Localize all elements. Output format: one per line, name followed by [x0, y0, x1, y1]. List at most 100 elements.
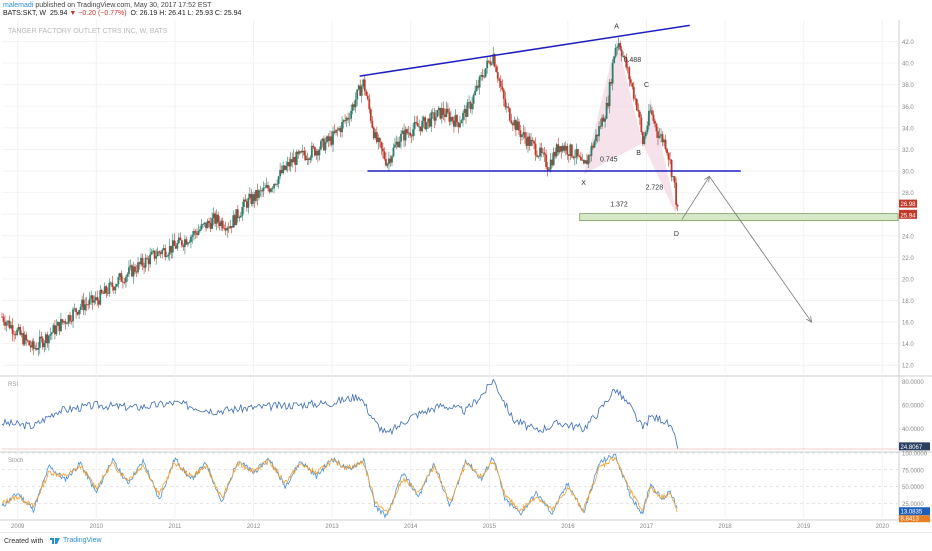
candle-body [406, 129, 408, 134]
candle-body [481, 75, 484, 77]
candle-body [389, 158, 392, 163]
candle-body [403, 130, 405, 141]
candle-body [362, 79, 365, 87]
candle-body [170, 245, 173, 253]
candle-body [128, 267, 130, 274]
candle-body [206, 220, 209, 229]
candle-body [404, 129, 407, 141]
candle-body [646, 125, 649, 133]
candle-body [453, 120, 455, 127]
candle-body [356, 89, 359, 100]
candle-body [599, 126, 602, 127]
candle-body [548, 169, 551, 171]
candle-body [173, 240, 176, 246]
candle-body [93, 300, 96, 303]
tradingview-link[interactable]: TradingView [50, 536, 102, 544]
stoch-title: Stoch [8, 458, 23, 464]
candle-body [306, 158, 309, 160]
candle-body [242, 199, 245, 208]
candle-body [460, 120, 463, 124]
candle-body [200, 224, 203, 230]
stoch-k-value-badge [899, 507, 930, 516]
candle-body [572, 156, 575, 159]
candle-body [221, 220, 224, 229]
price-axis-badge-label: 25.94 [901, 213, 917, 219]
publisher-link[interactable]: malemadi [3, 2, 34, 9]
candle-body [282, 165, 285, 174]
candle-body [47, 335, 50, 344]
candle-body [436, 110, 439, 118]
candle-body [607, 102, 609, 107]
stoch-y-tick-label: 25.0000 [902, 502, 924, 508]
candle-body [61, 319, 64, 323]
candle-body [617, 43, 620, 48]
symbol-label: BATS:SKT, W [3, 10, 47, 17]
candle-body [342, 120, 345, 123]
candle-body [472, 95, 475, 104]
candle-body [477, 85, 480, 88]
x-tick-label: 2012 [247, 524, 261, 530]
price-change: ▼ −0.20 (−0.77%) [69, 10, 127, 17]
candle-body [589, 155, 591, 157]
candle-body [433, 112, 436, 121]
candle-body [651, 110, 653, 115]
candle-body [525, 137, 528, 146]
candle-body [401, 130, 404, 134]
candle-body [672, 176, 674, 178]
candle-body [85, 304, 88, 306]
candle-body [111, 282, 114, 287]
candle-body [256, 190, 259, 198]
candle-body [106, 292, 109, 294]
rsi-value-label: 24.8067 [901, 445, 923, 451]
candle-body [191, 235, 194, 237]
candle-body [28, 340, 31, 346]
candle-body [241, 207, 244, 216]
candle-body [501, 86, 504, 90]
candle-body [182, 245, 185, 247]
pattern-annotation: 0.745 [600, 156, 618, 163]
candle-body [274, 183, 277, 185]
candle-body [239, 215, 242, 218]
candle-body [675, 182, 678, 205]
candle-body [152, 250, 155, 253]
candle-body [360, 86, 363, 96]
candle-body [1, 316, 3, 318]
candle-body [428, 118, 431, 127]
candle-body [43, 343, 46, 348]
candle-body [283, 165, 286, 170]
candle-body [483, 76, 486, 78]
candle-body [629, 79, 632, 84]
candle-body [666, 148, 668, 154]
candle-body [595, 134, 597, 142]
y-tick-label: 20.0 [902, 277, 914, 283]
candle-body [425, 122, 428, 130]
candle-body [298, 151, 301, 154]
candle-body [295, 151, 298, 165]
candle-body [235, 209, 238, 226]
candle-body [117, 276, 120, 285]
candle-body [261, 190, 263, 192]
candle-body [540, 147, 543, 154]
candle-body [262, 187, 265, 192]
candle-body [434, 117, 437, 121]
candle-body [578, 155, 581, 157]
candle-body [440, 108, 443, 119]
candle-body [492, 54, 495, 64]
candle-body [31, 341, 34, 348]
candle-body [655, 123, 658, 132]
candle-body [54, 325, 56, 335]
candle-body [5, 322, 8, 326]
x-tick-label: 2015 [483, 524, 497, 530]
chart-area[interactable]: 12.014.016.018.020.022.024.026.028.030.0… [0, 20, 932, 532]
candle-body [575, 149, 578, 158]
candle-body [385, 159, 387, 166]
candle-body [664, 139, 667, 149]
channel-line [359, 24, 690, 77]
candle-body [177, 237, 180, 244]
candle-body [478, 76, 481, 88]
candle-body [165, 256, 168, 258]
candle-body [13, 333, 15, 335]
candle-body [507, 106, 510, 109]
candle-body [490, 63, 493, 65]
rsi-y-tick-label: 40.0000 [902, 427, 924, 433]
